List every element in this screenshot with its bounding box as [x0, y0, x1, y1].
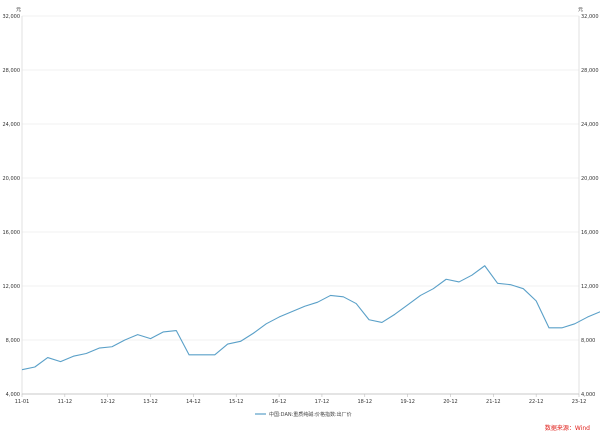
x-tick-label: 21-12	[486, 399, 501, 405]
y-tick-label-left: 12,000	[3, 284, 21, 290]
y-unit-right: 元	[578, 7, 583, 13]
y-tick-label-right: 28,000	[581, 68, 599, 74]
y-tick-label-right: 16,000	[581, 230, 599, 236]
y-tick-label-right: 24,000	[581, 122, 599, 128]
series-line	[21, 265, 600, 371]
y-tick-label-left: 24,000	[3, 122, 21, 128]
y-tick-label-right: 8,000	[581, 338, 595, 344]
x-tick-label: 14-12	[186, 399, 201, 405]
y-axis-left: 4,000 8,000 12,000 16,000 20,000 24,000 28,000…	[3, 14, 21, 398]
x-tick-label: 11-01	[15, 399, 30, 405]
y-tick-label-left: 16,000	[3, 230, 21, 236]
legend: 中国:DAN:重质纯碱:价格指数:出厂价	[255, 411, 352, 418]
x-tick-label: 23-12	[572, 399, 587, 405]
x-tick-label: 20-12	[443, 399, 458, 405]
y-tick-label-left: 32,000	[3, 14, 21, 20]
y-tick-label-right: 20,000	[581, 176, 599, 182]
legend-label: 中国:DAN:重质纯碱:价格指数:出厂价	[269, 411, 352, 418]
y-tick-label-left: 20,000	[3, 176, 21, 182]
x-tick-label: 17-12	[315, 399, 330, 405]
y-unit-left: 元	[16, 7, 21, 13]
gridlines	[21, 15, 580, 395]
x-tick-label: 15-12	[229, 399, 244, 405]
x-axis: 11-01 11-12 12-12 13-12 14-12 15-12 16-12 17-12…	[15, 394, 587, 405]
y-tick-label-right: 4,000	[581, 392, 595, 398]
source-note: 数据来源：Wind	[545, 424, 590, 432]
y-tick-label-right: 12,000	[581, 284, 599, 290]
y-axis-right: 4,000 8,000 12,000 16,000 20,000 24,000 28,000…	[581, 14, 599, 398]
y-tick-label-left: 28,000	[3, 68, 21, 74]
x-tick-label: 13-12	[143, 399, 158, 405]
x-tick-label: 18-12	[358, 399, 373, 405]
x-tick-label: 12-12	[100, 399, 115, 405]
y-tick-label-right: 32,000	[581, 14, 599, 20]
x-tick-label: 22-12	[529, 399, 544, 405]
y-tick-label-left: 4,000	[6, 392, 20, 398]
x-tick-label: 16-12	[272, 399, 287, 405]
x-tick-label: 11-12	[58, 399, 73, 405]
y-tick-label-left: 8,000	[6, 338, 20, 344]
series-group	[21, 265, 600, 371]
x-tick-label: 19-12	[400, 399, 415, 405]
